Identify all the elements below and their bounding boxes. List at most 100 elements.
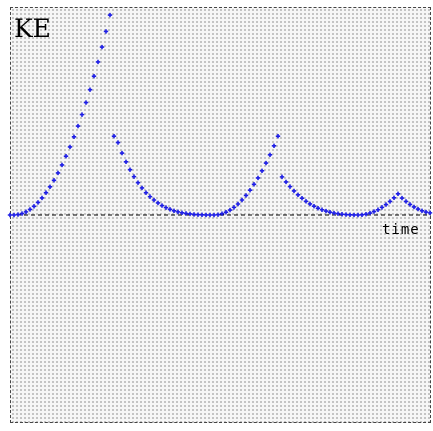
data-point (363, 211, 369, 217)
data-point (231, 205, 237, 210)
data-point (251, 182, 257, 187)
data-point (411, 204, 417, 210)
data-point (95, 59, 101, 65)
data-point (243, 193, 249, 198)
data-point (203, 212, 209, 218)
data-point (187, 211, 193, 217)
data-point (7, 212, 13, 218)
data-point (247, 187, 253, 193)
data-point (343, 212, 349, 217)
data-point (371, 209, 377, 214)
data-point (171, 208, 177, 213)
data-point (311, 203, 317, 209)
data-point (355, 212, 361, 218)
data-point (19, 211, 25, 216)
data-point (127, 167, 133, 172)
data-point (175, 209, 181, 215)
data-point (287, 184, 293, 189)
data-point (27, 207, 33, 212)
data-point (239, 197, 245, 203)
data-point (79, 112, 85, 117)
data-point (383, 202, 389, 207)
data-point (315, 205, 321, 211)
data-point (423, 209, 429, 215)
data-point (59, 162, 65, 168)
data-point (359, 212, 365, 218)
data-point (75, 123, 81, 129)
data-point (139, 185, 145, 191)
data-point (323, 208, 329, 214)
data-point (275, 134, 281, 139)
data-point (227, 207, 233, 213)
data-point (215, 212, 221, 217)
data-point (83, 100, 89, 105)
data-point (87, 87, 93, 92)
data-point (327, 210, 333, 215)
data-point (331, 210, 337, 216)
data-point (399, 195, 405, 201)
data-point (103, 29, 109, 34)
data-point (415, 206, 421, 212)
data-point (387, 199, 393, 204)
data-point (151, 197, 157, 203)
data-point (351, 212, 357, 218)
data-point (219, 211, 225, 216)
data-point (259, 168, 265, 173)
data-point (207, 212, 213, 218)
data-point (71, 134, 77, 140)
data-point (39, 195, 45, 201)
data-point (15, 212, 21, 217)
data-point (107, 12, 113, 18)
data-point (167, 207, 173, 212)
data-point (195, 212, 201, 217)
data-point (199, 212, 205, 218)
data-point (403, 199, 409, 204)
data-point (43, 190, 49, 195)
data-point (391, 195, 397, 201)
data-point (367, 210, 373, 216)
data-point (179, 210, 185, 215)
data-point (395, 191, 401, 197)
data-point (135, 180, 141, 185)
data-point (23, 209, 29, 215)
data-point (191, 212, 197, 217)
data-point (63, 154, 69, 159)
data-series (7, 12, 433, 218)
data-point (291, 188, 297, 194)
data-point (283, 179, 289, 185)
data-point (235, 201, 241, 207)
data-point (115, 140, 121, 145)
y-axis-label: KE (14, 14, 51, 43)
data-point (295, 192, 301, 198)
data-point (335, 211, 341, 216)
data-point (271, 143, 277, 148)
data-point (159, 203, 165, 208)
data-point (131, 174, 137, 179)
data-point (99, 44, 105, 50)
data-point (407, 202, 413, 207)
data-point (211, 212, 217, 218)
data-point (47, 184, 53, 189)
data-point (163, 205, 169, 210)
data-point (119, 150, 125, 156)
data-point (35, 200, 41, 205)
data-point (419, 208, 425, 213)
data-point (31, 204, 37, 209)
data-point (279, 174, 285, 180)
data-point (319, 207, 325, 212)
data-point (51, 178, 57, 183)
data-point (375, 207, 381, 212)
data-point (147, 194, 153, 199)
data-point (143, 190, 149, 195)
data-point (55, 170, 61, 176)
data-point (67, 144, 73, 150)
data-point (155, 200, 161, 206)
data-point (123, 159, 129, 165)
data-point (263, 160, 269, 166)
data-point (223, 210, 229, 215)
data-point (427, 210, 433, 216)
data-point (379, 205, 385, 210)
x-axis-label: time (382, 222, 420, 238)
data-point (299, 196, 305, 201)
